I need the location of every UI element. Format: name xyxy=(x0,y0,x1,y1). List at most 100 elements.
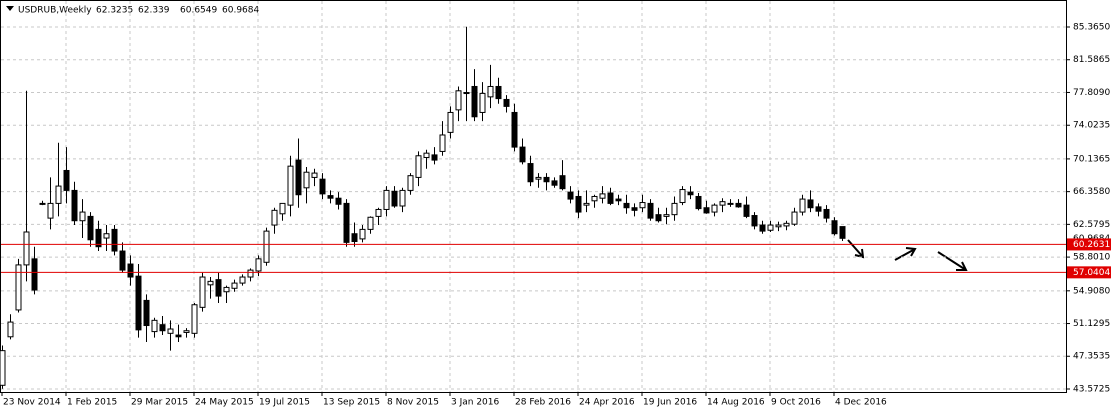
arrow-down xyxy=(937,251,968,271)
candle-body xyxy=(719,201,726,206)
candle-body xyxy=(199,276,206,308)
chart-title: USDRUB,Weekly xyxy=(18,6,92,16)
candle-body xyxy=(431,154,438,161)
candle-body xyxy=(639,202,646,209)
candle-body xyxy=(111,228,118,252)
candle-body xyxy=(23,231,30,266)
candle-body xyxy=(807,199,814,209)
x-tick-label: 14 Aug 2016 xyxy=(707,398,765,408)
candle-body xyxy=(599,193,606,199)
candle-body xyxy=(735,202,742,208)
candle-body xyxy=(143,299,150,327)
x-tick-label: 28 Feb 2016 xyxy=(515,398,571,408)
y-tick-label: 74.0235 xyxy=(1073,121,1110,131)
candle-body xyxy=(391,190,398,207)
candle-body xyxy=(695,195,702,210)
candle-body xyxy=(399,189,406,207)
candle-body xyxy=(775,224,782,228)
y-tick-label: 85.3650 xyxy=(1073,23,1110,33)
y-tick-label: 62.5795 xyxy=(1073,220,1110,230)
candle-body xyxy=(207,280,214,286)
candle-body xyxy=(703,207,710,214)
candle-body xyxy=(31,258,38,291)
x-tick-label: 24 May 2015 xyxy=(195,398,254,408)
candle-body xyxy=(679,189,686,204)
candle-body xyxy=(359,228,366,240)
candle-body xyxy=(591,195,598,202)
candle-body xyxy=(71,189,78,222)
x-tick-label: 4 Dec 2016 xyxy=(835,398,887,408)
candle-body xyxy=(223,286,230,293)
candle-body xyxy=(151,319,158,333)
candle-body xyxy=(407,175,414,191)
candle-body xyxy=(7,321,14,338)
candle-body xyxy=(551,180,558,186)
hline-label: 57.0404 xyxy=(1073,268,1110,278)
candle-body xyxy=(343,202,350,243)
candle-body xyxy=(159,324,166,332)
candle-body xyxy=(327,195,334,199)
candle-body xyxy=(623,202,630,209)
arrow-up xyxy=(894,247,917,261)
candle-body xyxy=(487,85,494,98)
candle-body xyxy=(759,224,766,232)
candle-body xyxy=(415,155,422,178)
candle-body xyxy=(375,208,382,217)
candle-body xyxy=(543,176,550,183)
y-tick-label: 51.1295 xyxy=(1073,319,1110,329)
candle-body xyxy=(607,192,614,204)
candle-body xyxy=(463,92,470,95)
candle-body xyxy=(647,202,654,219)
x-tick-label: 8 Nov 2015 xyxy=(387,398,439,408)
y-tick-label: 54.9080 xyxy=(1073,286,1110,296)
candle-body xyxy=(447,111,454,133)
arrow-down xyxy=(847,239,865,259)
candle-body xyxy=(127,263,134,278)
y-tick-label: 66.3580 xyxy=(1073,187,1110,197)
header-value: 62.3235 xyxy=(96,6,133,16)
x-tick-label: 19 Jun 2016 xyxy=(643,398,697,408)
x-tick-label: 9 Oct 2016 xyxy=(771,398,821,408)
candle-body xyxy=(287,165,294,206)
candle-body xyxy=(687,191,694,196)
candle-body xyxy=(383,189,390,210)
candle-body xyxy=(271,209,278,226)
x-tick-label: 24 Apr 2016 xyxy=(579,398,635,408)
x-tick-label: 3 Jan 2016 xyxy=(451,398,499,408)
candle-body xyxy=(335,197,342,205)
candle-body xyxy=(0,350,6,386)
candle-body xyxy=(671,202,678,216)
candle-body xyxy=(295,159,302,196)
candle-body xyxy=(215,279,222,297)
candle-body xyxy=(135,275,142,331)
candle-body xyxy=(727,202,734,205)
candle-body xyxy=(535,176,542,180)
hline-label-box xyxy=(1067,238,1111,251)
plot-frame xyxy=(0,0,1067,393)
candle-body xyxy=(511,111,518,148)
header-value: 60.6549 xyxy=(180,6,217,16)
candle-body xyxy=(455,90,462,111)
hline-label-box xyxy=(1067,266,1111,279)
candle-body xyxy=(231,282,238,289)
candle-body xyxy=(263,230,270,263)
candle-body xyxy=(423,152,430,158)
candle-body xyxy=(583,202,590,206)
y-tick-label: 47.3535 xyxy=(1073,352,1110,362)
candle-body xyxy=(559,175,566,190)
x-tick-label: 29 Mar 2015 xyxy=(131,398,188,408)
candle-body xyxy=(743,204,750,217)
candle-body xyxy=(567,191,574,200)
candle-body xyxy=(367,216,374,230)
candle-body xyxy=(815,206,822,212)
candle-body xyxy=(575,195,582,213)
header-value: 60.9684 xyxy=(222,6,259,16)
candle-body xyxy=(183,330,190,333)
candle-body xyxy=(255,258,262,272)
candle-body xyxy=(831,220,838,235)
candle-body xyxy=(79,211,86,222)
candle-body xyxy=(15,264,22,311)
candle-body xyxy=(615,198,622,202)
candle-body xyxy=(751,215,758,227)
